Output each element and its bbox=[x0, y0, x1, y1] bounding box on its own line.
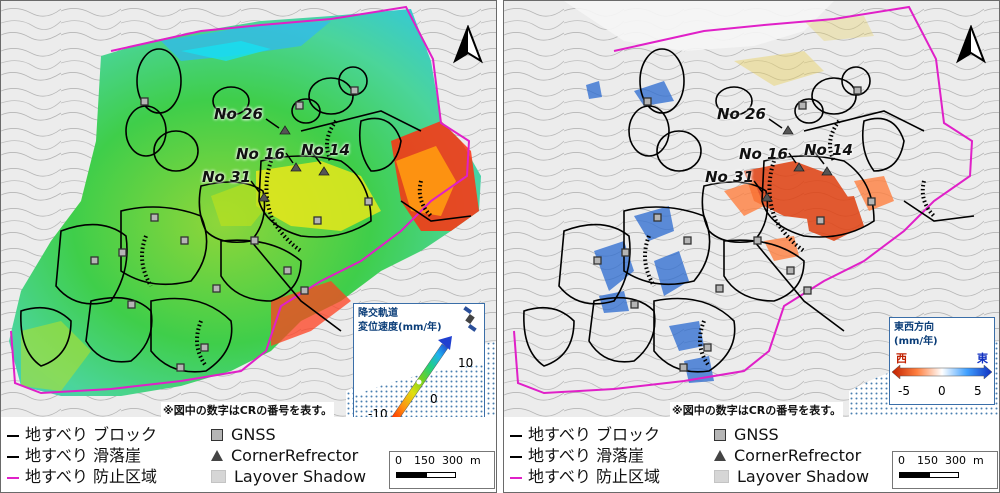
legend-gnss: GNSS bbox=[714, 425, 779, 445]
map-panel-east-west: No 26 No 16 No 14 No 31 東西方向 (mm/年) 西 東 … bbox=[503, 0, 1000, 493]
layover-swatch-icon bbox=[211, 470, 226, 483]
velocity-legend-title: 降交軌道 bbox=[358, 308, 398, 319]
scale-bar: 0 150 300 m bbox=[389, 451, 495, 489]
legend-zone: 地すべり 防止区域 bbox=[7, 467, 157, 487]
ew-legend-title: 東西方向 bbox=[894, 322, 934, 333]
cr-label-no31: No 31 bbox=[202, 168, 251, 186]
velocity-legend-subtitle: 変位速度(mm/年) bbox=[358, 322, 442, 333]
map-canvas bbox=[1, 1, 496, 417]
north-arrow-icon bbox=[956, 25, 986, 64]
cr-note: ※図中の数字はCRの番号を表す。 bbox=[670, 402, 844, 418]
ew-max-label: 5 bbox=[974, 384, 982, 398]
legend-cr: CornerRefrector bbox=[211, 446, 358, 466]
north-arrow-icon bbox=[453, 25, 483, 64]
legend-zone: 地すべり 防止区域 bbox=[510, 467, 660, 487]
scale-bar: 0 150 300 m bbox=[892, 451, 998, 489]
zone-line-icon bbox=[510, 476, 522, 479]
scarp-line-icon bbox=[7, 455, 19, 458]
map-legend: 地すべり ブロック 地すべり 滑落崖 地すべり 防止区域 GNSS Corner… bbox=[504, 417, 999, 492]
cr-label-no16: No 16 bbox=[739, 145, 788, 163]
legend-layover: Layover Shadow bbox=[714, 467, 869, 487]
cr-label-no26: No 26 bbox=[717, 105, 766, 123]
velocity-legend: 降交軌道 変位速度(mm/年) 10 0 -10 bbox=[353, 303, 485, 423]
map-canvas-ew bbox=[504, 1, 999, 417]
block-line-icon bbox=[7, 434, 19, 437]
zone-line-icon bbox=[7, 476, 19, 479]
legend-gnss: GNSS bbox=[211, 425, 276, 445]
ew-legend-subtitle: (mm/年) bbox=[894, 336, 938, 347]
ew-ramp-arrow bbox=[892, 365, 992, 379]
legend-layover: Layover Shadow bbox=[211, 467, 366, 487]
gnss-square-icon bbox=[211, 429, 223, 441]
legend-scarp: 地すべり 滑落崖 bbox=[7, 446, 141, 466]
ew-min-label: -5 bbox=[898, 384, 910, 398]
cr-label-no14: No 14 bbox=[804, 141, 853, 159]
legend-block: 地すべり ブロック bbox=[7, 425, 157, 445]
ew-legend: 東西方向 (mm/年) 西 東 -5 0 5 bbox=[889, 317, 995, 405]
map-legend: 地すべり ブロック 地すべり 滑落崖 地すべり 防止区域 GNSS Corner… bbox=[1, 417, 496, 492]
legend-scarp: 地すべり 滑落崖 bbox=[510, 446, 644, 466]
corner-reflector-triangle-icon bbox=[714, 450, 726, 461]
gnss-square-icon bbox=[714, 429, 726, 441]
legend-block: 地すべり ブロック bbox=[510, 425, 660, 445]
ew-west-label: 西 bbox=[896, 352, 907, 365]
velocity-max-label: 10 bbox=[458, 356, 474, 370]
map-panel-velocity: No 26 No 16 No 14 No 31 降交軌道 変位速度(mm/年) … bbox=[0, 0, 497, 493]
cr-label-no14: No 14 bbox=[301, 141, 350, 159]
ew-east-label: 東 bbox=[977, 352, 988, 365]
velocity-ramp-arrow bbox=[354, 336, 484, 422]
cr-note: ※図中の数字はCRの番号を表す。 bbox=[161, 402, 335, 418]
legend-cr: CornerRefrector bbox=[714, 446, 861, 466]
cr-label-no16: No 16 bbox=[236, 145, 285, 163]
layover-swatch-icon bbox=[714, 470, 729, 483]
scarp-line-icon bbox=[510, 455, 522, 458]
cr-label-no26: No 26 bbox=[214, 105, 263, 123]
velocity-mid-label: 0 bbox=[430, 392, 438, 406]
corner-reflector-triangle-icon bbox=[211, 450, 223, 461]
ew-mid-label: 0 bbox=[938, 384, 946, 398]
block-line-icon bbox=[510, 434, 522, 437]
satellite-icon bbox=[463, 306, 477, 332]
cr-label-no31: No 31 bbox=[705, 168, 754, 186]
